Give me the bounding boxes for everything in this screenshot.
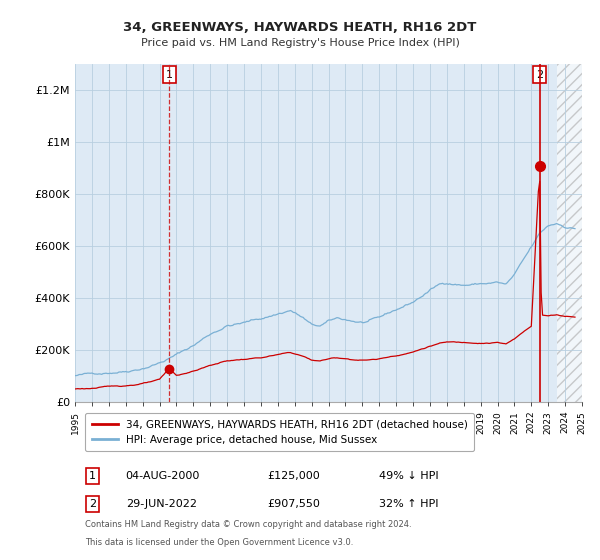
Text: £907,550: £907,550 bbox=[268, 499, 320, 509]
Text: Price paid vs. HM Land Registry's House Price Index (HPI): Price paid vs. HM Land Registry's House … bbox=[140, 38, 460, 48]
Legend: 34, GREENWAYS, HAYWARDS HEATH, RH16 2DT (detached house), HPI: Average price, de: 34, GREENWAYS, HAYWARDS HEATH, RH16 2DT … bbox=[85, 413, 474, 451]
Text: 49% ↓ HPI: 49% ↓ HPI bbox=[379, 471, 439, 481]
Text: Contains HM Land Registry data © Crown copyright and database right 2024.: Contains HM Land Registry data © Crown c… bbox=[85, 520, 412, 529]
Text: 29-JUN-2022: 29-JUN-2022 bbox=[126, 499, 197, 509]
Text: 2: 2 bbox=[536, 69, 543, 80]
Text: £125,000: £125,000 bbox=[268, 471, 320, 481]
Text: 2: 2 bbox=[89, 499, 97, 509]
Text: 04-AUG-2000: 04-AUG-2000 bbox=[126, 471, 200, 481]
Text: 1: 1 bbox=[166, 69, 173, 80]
Text: 32% ↑ HPI: 32% ↑ HPI bbox=[379, 499, 439, 509]
Text: This data is licensed under the Open Government Licence v3.0.: This data is licensed under the Open Gov… bbox=[85, 538, 353, 547]
Text: 34, GREENWAYS, HAYWARDS HEATH, RH16 2DT: 34, GREENWAYS, HAYWARDS HEATH, RH16 2DT bbox=[124, 21, 476, 34]
Text: 1: 1 bbox=[89, 471, 96, 481]
